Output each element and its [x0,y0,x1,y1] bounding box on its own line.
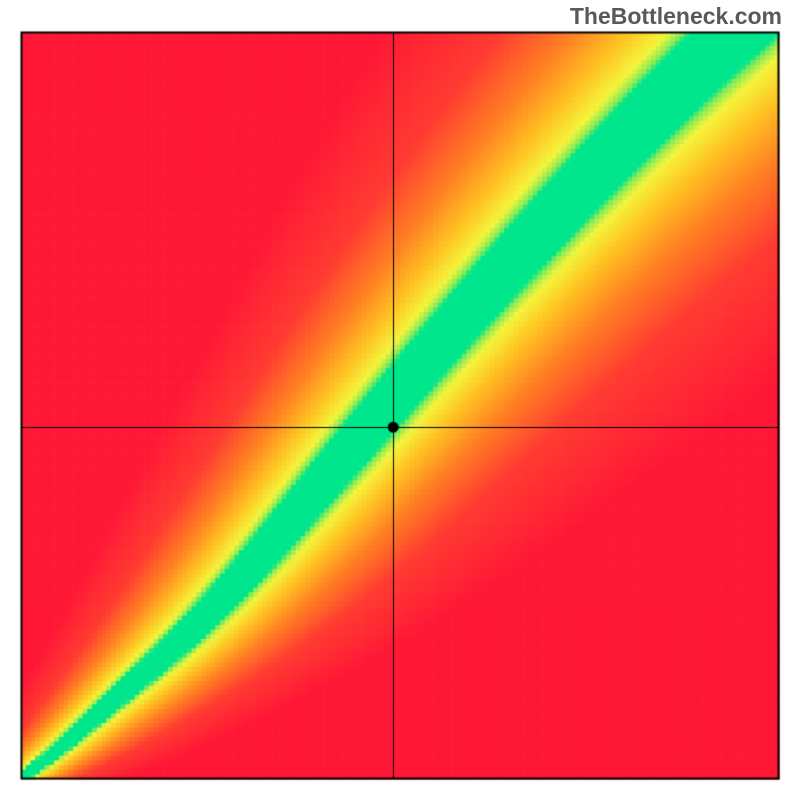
chart-container: TheBottleneck.com [0,0,800,800]
watermark: TheBottleneck.com [570,3,782,30]
heatmap-canvas [0,0,800,800]
